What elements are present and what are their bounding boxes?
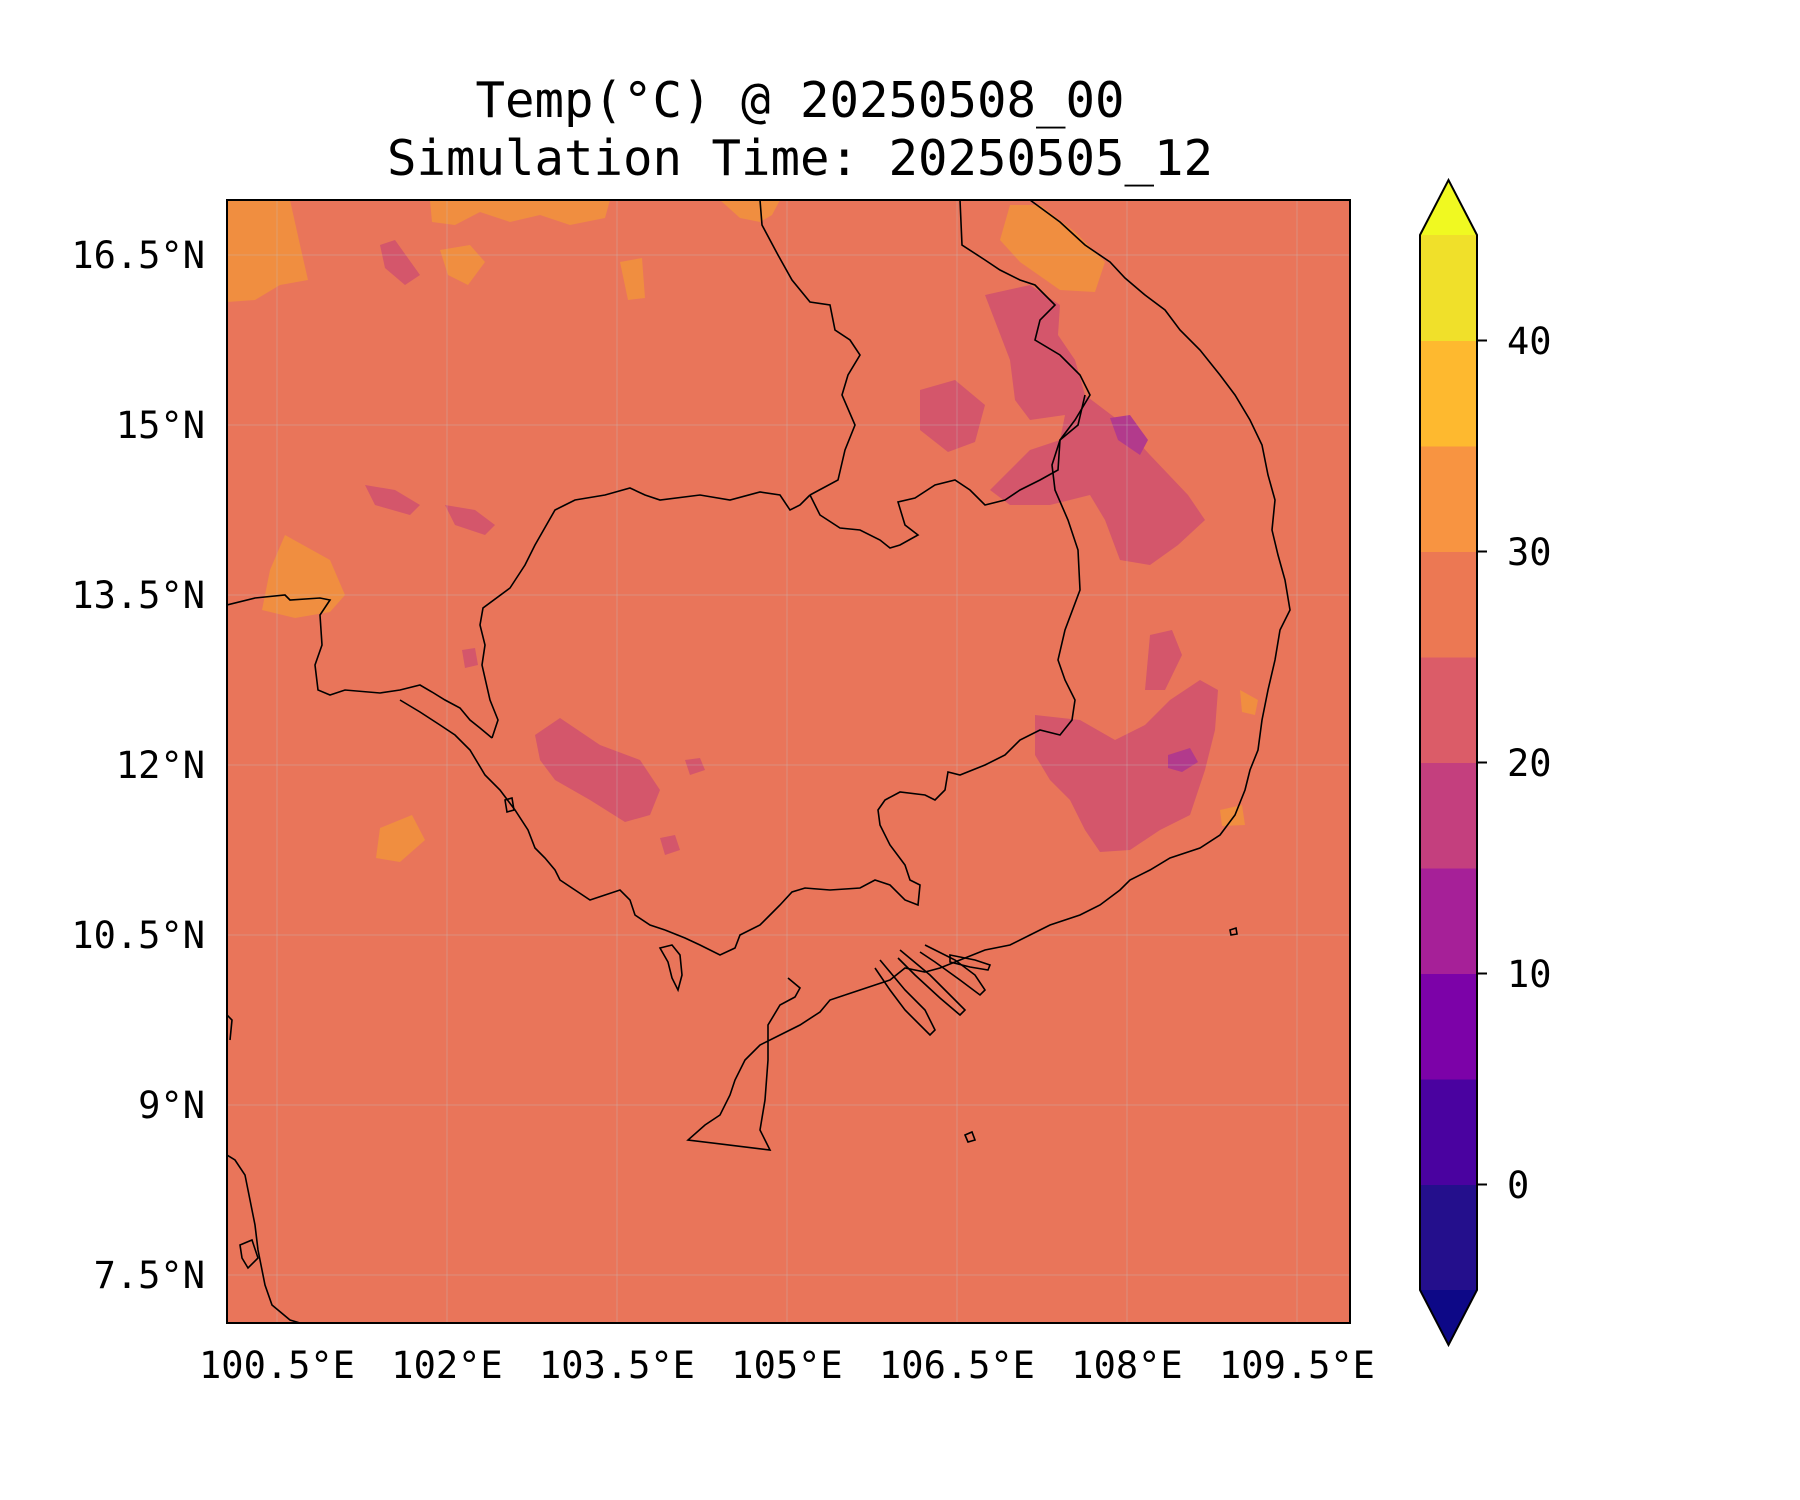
colorbar-tick-labels: 40 30 20 10 0	[1507, 320, 1552, 1207]
colorbar-segment	[1420, 1079, 1477, 1185]
island-phu-quoc	[658, 944, 683, 993]
colorbar-segment	[1420, 657, 1477, 763]
cool-patch-small-1	[685, 758, 705, 775]
border-laos-vietnam	[959, 200, 1091, 441]
colorbar-tick-label: 10	[1507, 953, 1552, 996]
delta-branch-1	[874, 959, 936, 1037]
island-small-1	[963, 1130, 977, 1143]
gridlines	[227, 200, 1350, 1323]
lat-tick-label: 16.5°N	[71, 234, 205, 277]
lon-tick-label: 100.5°E	[199, 1344, 355, 1387]
coast-mekong-delta	[686, 977, 846, 1151]
border-laos-cambodia	[809, 394, 1086, 549]
colorbar-extend-under	[1420, 1290, 1477, 1345]
coast-malay-peninsula	[227, 1154, 301, 1323]
coast-malay-west	[227, 1014, 233, 1041]
cool-patch-highlands	[1035, 680, 1218, 852]
warm-patch-east	[1240, 690, 1258, 715]
colorbar-tick-label: 0	[1507, 1164, 1529, 1207]
lon-tick-label: 108°E	[1071, 1344, 1182, 1387]
warm-patch-north	[430, 200, 610, 225]
cool-patch-laos-2	[920, 380, 985, 452]
coastlines-borders	[227, 200, 1291, 1323]
cool-patch-thai-2	[445, 505, 495, 535]
cool-patch-thai-3	[380, 240, 420, 285]
lat-tick-label: 13.5°N	[71, 574, 205, 617]
chart-subtitle: Simulation Time: 20250505_12	[386, 130, 1213, 187]
lon-tick-label: 103.5°E	[539, 1344, 695, 1387]
contour-layer	[227, 200, 1258, 862]
lat-tick-label: 7.5°N	[94, 1254, 205, 1297]
lat-tick-label: 10.5°N	[71, 914, 205, 957]
colorbar-segment	[1420, 235, 1477, 341]
colorbar-segment	[1420, 1184, 1477, 1291]
delta-branch-2	[897, 949, 967, 1017]
lat-tick-label: 12°N	[116, 744, 205, 787]
lon-tick-label: 102°E	[391, 1344, 502, 1387]
cool-patch-small-3	[462, 648, 478, 668]
coast-gulf-thailand	[399, 699, 666, 931]
warm-patch-north-2	[440, 245, 485, 285]
lat-tick-label: 15°N	[116, 404, 205, 447]
colorbar-segment	[1420, 340, 1477, 447]
warm-patch-se	[1220, 805, 1245, 826]
colorbar-segment	[1420, 551, 1477, 658]
island-koh-tao	[239, 1238, 259, 1270]
warm-patch-sw	[376, 815, 425, 862]
lon-tick-labels: 100.5°E 102°E 103.5°E 105°E 106.5°E 108°…	[199, 1344, 1375, 1387]
map-frame	[226, 199, 1351, 1324]
lon-tick-label: 109.5°E	[1219, 1344, 1375, 1387]
warm-patch-top-center	[720, 200, 780, 222]
colorbar-extend-over	[1420, 180, 1477, 235]
cool-patch-small-2	[660, 835, 680, 855]
cold-patch-2	[1168, 748, 1198, 772]
coast-vietnam-east	[844, 200, 1291, 996]
colorbar-segment	[1420, 973, 1477, 1080]
lon-tick-label: 105°E	[731, 1344, 842, 1387]
warm-patch-west	[262, 535, 345, 618]
island-small-3	[504, 796, 515, 814]
border-cambodia-north	[479, 487, 811, 739]
delta-branch-3	[919, 944, 987, 997]
colorbar-outline	[1419, 177, 1478, 1348]
delta-branch-4	[949, 954, 992, 971]
chart-title: Temp(°C) @ 20250508_00	[475, 72, 1125, 129]
colorbar	[1419, 177, 1487, 1348]
warm-patch-north-3	[620, 258, 645, 300]
colorbar-tick-label: 20	[1507, 742, 1552, 785]
lat-tick-labels: 16.5°N 15°N 13.5°N 12°N 10.5°N 9°N 7.5°N	[71, 234, 205, 1297]
warm-patch-nw	[227, 200, 308, 302]
cool-patch-laos	[985, 285, 1205, 565]
lon-tick-label: 106.5°E	[879, 1344, 1035, 1387]
colorbar-segment	[1420, 446, 1477, 552]
warm-patch-ne	[1000, 205, 1105, 292]
colorbar-segment	[1420, 762, 1477, 869]
colorbar-tick-label: 30	[1507, 531, 1552, 574]
cool-patch-highlands-2	[1145, 630, 1182, 690]
border-cambodia-vietnam	[664, 439, 1081, 956]
cold-patch-1	[1110, 415, 1148, 455]
border-thai-cambodia	[227, 594, 493, 739]
border-laos-thailand	[759, 200, 861, 496]
lat-tick-label: 9°N	[138, 1084, 205, 1127]
island-small-2	[1229, 926, 1238, 936]
cool-patch-thai-1	[365, 485, 420, 515]
cool-patch-cambodia-w	[535, 718, 660, 822]
colorbar-segment	[1420, 868, 1477, 974]
colorbar-tick-label: 40	[1507, 320, 1552, 363]
